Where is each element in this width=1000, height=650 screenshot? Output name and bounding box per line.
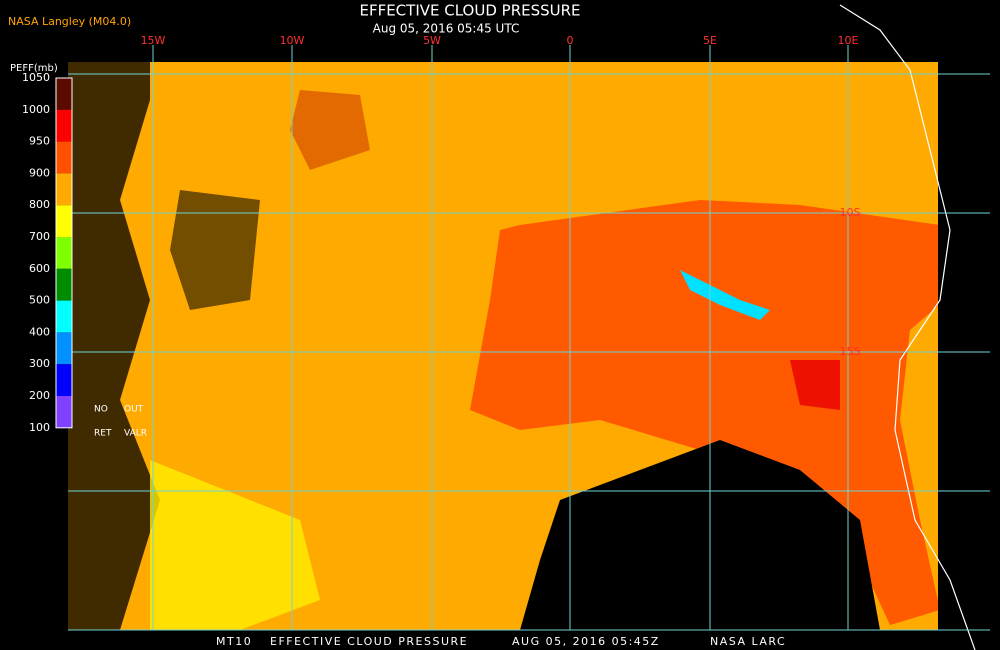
- color-swatch: [56, 78, 72, 110]
- longitude-label: 0: [567, 34, 574, 47]
- colorbar-frame: [55, 77, 73, 429]
- color-swatch: [56, 237, 72, 269]
- map-labels: 15W 10W 5W 0 5E 10E 10S 15S: [141, 34, 861, 358]
- mid-cloud: [150, 460, 320, 630]
- texture: [290, 90, 370, 170]
- colorbar-tick-label: 200: [29, 389, 50, 402]
- footer-text: AUG 05, 2016 05:45Z: [512, 635, 660, 648]
- colorbar-tick-label: 1000: [22, 103, 50, 116]
- footer-text: MT10: [216, 635, 252, 648]
- clear-sky: [68, 62, 160, 630]
- colorbar-tick-label: 700: [29, 230, 50, 243]
- color-swatch: [56, 332, 72, 365]
- grid: [68, 45, 990, 631]
- colorbar-tick-label: 500: [29, 294, 50, 307]
- longitude-label: 15W: [141, 34, 166, 47]
- colorbar-tick-label: 100: [29, 421, 50, 434]
- legend-note: OUT: [124, 405, 144, 415]
- map: [68, 4, 1000, 650]
- color-swatch: [56, 205, 72, 237]
- legend-note: NO: [94, 405, 108, 415]
- legend-note: RET: [94, 429, 112, 439]
- colorbar-tick-label: 800: [29, 198, 50, 211]
- color-swatch: [56, 109, 72, 142]
- footer-text: NASA LARC: [710, 635, 786, 648]
- clear-sky: [520, 440, 880, 630]
- color-swatch: [56, 364, 72, 396]
- colorbar-tick-label: 300: [29, 357, 50, 370]
- land: [938, 40, 1000, 650]
- high-pressure-patch: [790, 360, 840, 410]
- color-swatch: [56, 268, 72, 301]
- colorbar: 1050 1000 950 900 800 700 600 500 400 300 200 100 NO…: [22, 71, 147, 439]
- longitude-label: 10W: [280, 34, 305, 47]
- coastline: [839, 4, 976, 650]
- subtitle: Aug 05, 2016 05:45 UTC: [373, 22, 520, 36]
- longitude-label: 5W: [423, 34, 441, 47]
- longitude-label: 10E: [838, 34, 859, 47]
- longitude-label: 5E: [703, 34, 717, 47]
- colorbar-tick-label: 600: [29, 262, 50, 275]
- colorbar-tick-label: 900: [29, 166, 50, 179]
- clear-sky: [170, 190, 260, 310]
- source-label: NASA Langley (M04.0): [8, 15, 131, 28]
- footer-text: EFFECTIVE CLOUD PRESSURE: [270, 635, 468, 648]
- color-swatch: [56, 300, 72, 333]
- title: EFFECTIVE CLOUD PRESSURE: [359, 2, 580, 20]
- colorbar-tick-label: 400: [29, 325, 50, 338]
- high-cloud: [680, 270, 770, 320]
- latitude-label: 10S: [840, 206, 861, 219]
- legend-label: PEFF(mb): [10, 63, 58, 74]
- footer: MT10 EFFECTIVE CLOUD PRESSURE AUG 05, 2016…: [216, 635, 786, 648]
- latitude-label: 15S: [840, 345, 861, 358]
- colorbar-tick-label: 950: [29, 135, 50, 148]
- colorbar-tick-label: 1050: [22, 71, 50, 84]
- color-swatch: [56, 173, 72, 206]
- color-swatch: [56, 396, 72, 428]
- legend-note: VALR: [124, 429, 147, 439]
- color-swatch: [56, 141, 72, 174]
